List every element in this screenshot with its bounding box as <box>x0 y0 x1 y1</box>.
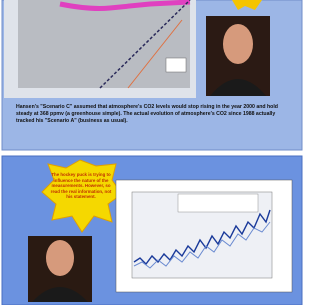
legend-box <box>166 58 186 72</box>
caption: Hansen's "Scenario C" assumed that atmos… <box>16 104 288 125</box>
page: {"top_panel": {"caption": "Hansen's \"Sc… <box>0 0 304 305</box>
face <box>46 240 74 276</box>
figure-legend <box>178 194 258 212</box>
slides <box>0 0 304 305</box>
bubble-text: The hockey puck is trying to influence t… <box>50 172 112 200</box>
plot-area <box>18 0 190 88</box>
face <box>223 24 253 64</box>
